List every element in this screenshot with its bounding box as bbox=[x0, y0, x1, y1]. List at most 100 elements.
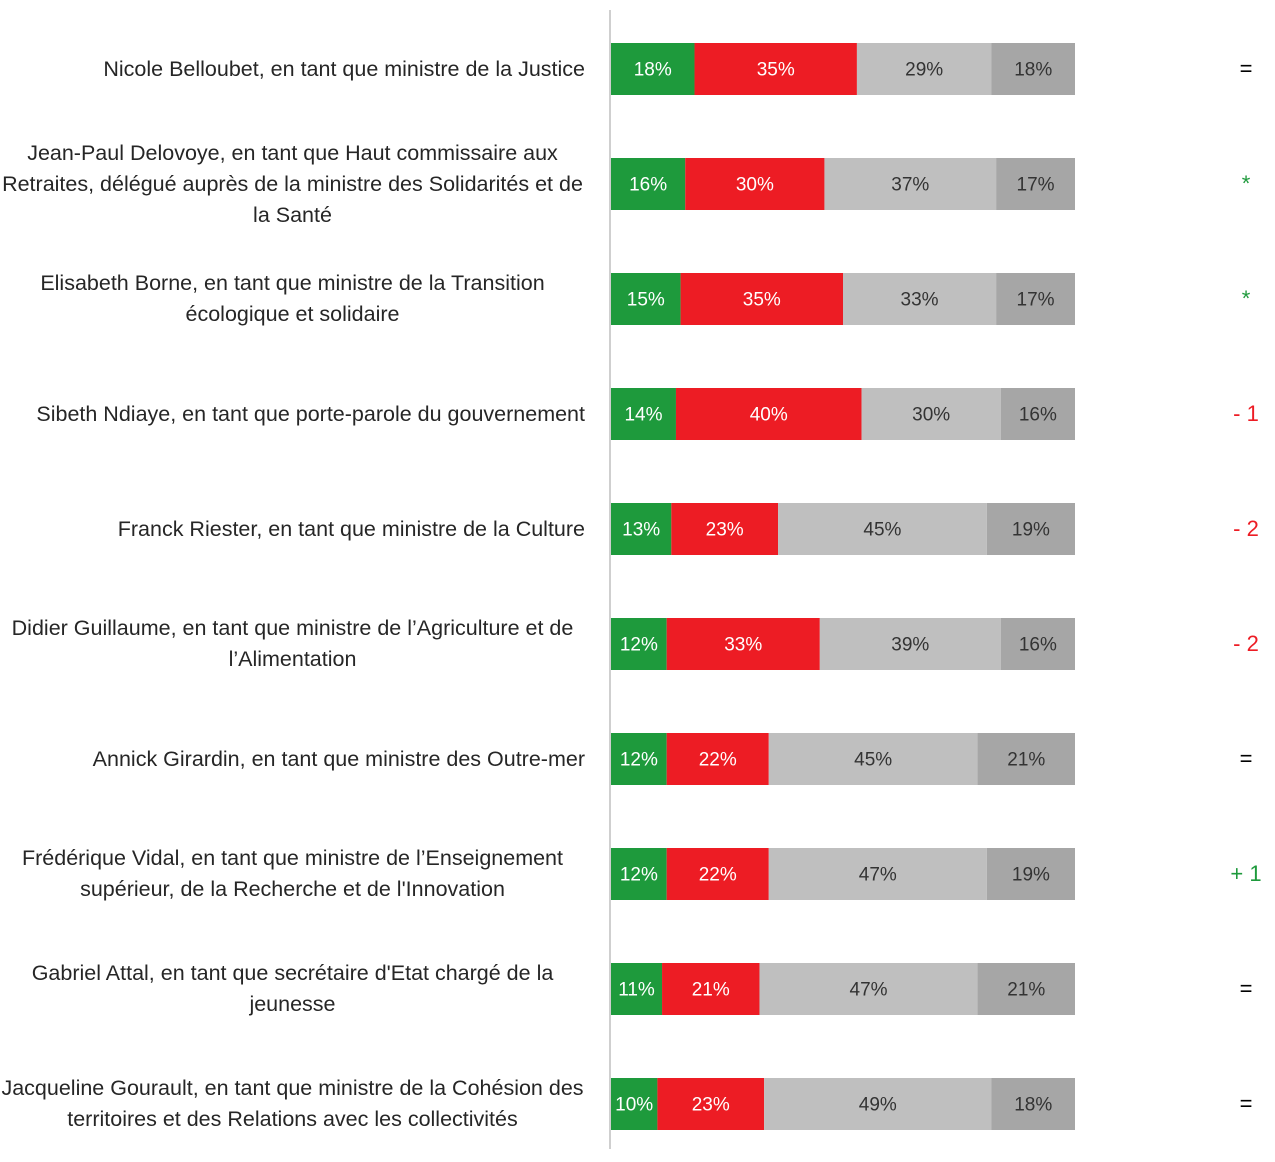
bar-segment bbox=[675, 388, 862, 440]
value-label: 45% bbox=[854, 750, 892, 771]
bar-segment bbox=[662, 963, 760, 1015]
value-label: 22% bbox=[699, 865, 737, 886]
value-label: 45% bbox=[863, 520, 901, 541]
bar-segment bbox=[1000, 618, 1075, 670]
category-label: Annick Girardin, en tant que ministre de… bbox=[92, 746, 585, 771]
category-label-box: Frédérique Vidal, en tant que ministre d… bbox=[0, 817, 585, 932]
category-label: Jacqueline Gourault, en tant que ministr… bbox=[1, 1076, 584, 1131]
category-label: Elisabeth Borne, en tant que ministre de… bbox=[40, 271, 545, 326]
value-label: 21% bbox=[1007, 980, 1045, 1001]
value-label: 12% bbox=[620, 635, 658, 656]
category-label-box: Jean-Paul Delovoye, en tant que Haut com… bbox=[0, 127, 585, 242]
value-label: 13% bbox=[622, 520, 660, 541]
value-label: 47% bbox=[859, 865, 897, 886]
value-label: 39% bbox=[891, 635, 929, 656]
bar-segment bbox=[759, 963, 978, 1015]
bar-segment bbox=[986, 848, 1075, 900]
bar-segment bbox=[977, 733, 1075, 785]
value-label: 14% bbox=[624, 405, 662, 426]
bar-segment bbox=[611, 963, 663, 1015]
bar-segment bbox=[666, 618, 820, 670]
value-label: 21% bbox=[692, 980, 730, 1001]
change-indicator: = bbox=[1239, 746, 1253, 771]
bar-segment bbox=[657, 1078, 765, 1130]
bar-segment bbox=[611, 1078, 658, 1130]
value-label: 33% bbox=[901, 290, 939, 311]
bar-segment bbox=[611, 503, 672, 555]
value-label: 11% bbox=[618, 980, 655, 1001]
bar-segment bbox=[764, 1078, 992, 1130]
value-label: 19% bbox=[1012, 865, 1050, 886]
value-label: 30% bbox=[912, 405, 950, 426]
change-indicator: * bbox=[1241, 286, 1251, 311]
bar-segment bbox=[611, 158, 686, 210]
bar-segment bbox=[685, 158, 825, 210]
category-label-box: Sibeth Ndiaye, en tant que porte-parole … bbox=[0, 357, 585, 472]
category-label-box: Didier Guillaume, en tant que ministre d… bbox=[0, 587, 585, 702]
category-label: Didier Guillaume, en tant que ministre d… bbox=[11, 616, 574, 671]
bar-segment bbox=[996, 273, 1075, 325]
value-label: 17% bbox=[1017, 290, 1055, 311]
bar-segment bbox=[611, 43, 695, 95]
value-label: 47% bbox=[850, 980, 888, 1001]
change-indicator: = bbox=[1239, 1091, 1253, 1116]
category-label-box: Gabriel Attal, en tant que secrétaire d'… bbox=[0, 932, 585, 1047]
bar-segment bbox=[824, 158, 997, 210]
category-label-box: Nicole Belloubet, en tant que ministre d… bbox=[0, 12, 585, 127]
bar-segment bbox=[768, 733, 978, 785]
change-indicator: = bbox=[1239, 976, 1253, 1001]
bar-segment bbox=[611, 273, 681, 325]
category-label: Sibeth Ndiaye, en tant que porte-parole … bbox=[36, 401, 585, 426]
change-indicator: * bbox=[1241, 171, 1251, 196]
bar-segment bbox=[991, 43, 1075, 95]
value-label: 18% bbox=[634, 60, 672, 81]
value-label: 22% bbox=[699, 750, 737, 771]
bar-segment bbox=[996, 158, 1075, 210]
value-label: 16% bbox=[1019, 635, 1057, 656]
value-label: 35% bbox=[743, 290, 781, 311]
bar-segment bbox=[986, 503, 1075, 555]
value-label: 40% bbox=[750, 405, 788, 426]
bar-segment bbox=[856, 43, 992, 95]
category-label: Frédérique Vidal, en tant que ministre d… bbox=[21, 846, 563, 901]
category-label-box: Franck Riester, en tant que ministre de … bbox=[0, 472, 585, 587]
value-label: 17% bbox=[1017, 175, 1055, 196]
value-label: 35% bbox=[757, 60, 795, 81]
value-label: 18% bbox=[1014, 60, 1052, 81]
bar-segment bbox=[1000, 388, 1075, 440]
bar-segment bbox=[843, 273, 997, 325]
bar-segment bbox=[671, 503, 779, 555]
value-label: 33% bbox=[724, 635, 762, 656]
bar-segment bbox=[611, 848, 667, 900]
category-label-box: Annick Girardin, en tant que ministre de… bbox=[0, 702, 585, 817]
value-label: 29% bbox=[905, 60, 943, 81]
category-label: Nicole Belloubet, en tant que ministre d… bbox=[103, 56, 585, 81]
change-indicator: = bbox=[1239, 56, 1253, 81]
value-label: 30% bbox=[736, 175, 774, 196]
value-label: 37% bbox=[891, 175, 929, 196]
change-indicator: + 1 bbox=[1230, 861, 1262, 886]
bar-segment bbox=[666, 848, 769, 900]
value-label: 23% bbox=[706, 520, 744, 541]
value-label: 49% bbox=[859, 1095, 897, 1116]
bar-segment bbox=[991, 1078, 1075, 1130]
change-indicator: - 2 bbox=[1233, 516, 1259, 541]
category-label: Franck Riester, en tant que ministre de … bbox=[117, 516, 585, 541]
bar-segment bbox=[977, 963, 1075, 1015]
bar-segment bbox=[694, 43, 857, 95]
value-label: 12% bbox=[620, 750, 658, 771]
value-label: 12% bbox=[620, 865, 658, 886]
bar-segment bbox=[611, 388, 676, 440]
value-label: 19% bbox=[1012, 520, 1050, 541]
category-label-box: Jacqueline Gourault, en tant que ministr… bbox=[0, 1047, 585, 1162]
value-label: 21% bbox=[1007, 750, 1045, 771]
category-label-box: Elisabeth Borne, en tant que ministre de… bbox=[0, 242, 585, 357]
bar-segment bbox=[861, 388, 1001, 440]
bar-segment bbox=[611, 618, 667, 670]
bar-segment bbox=[680, 273, 843, 325]
value-label: 16% bbox=[629, 175, 667, 196]
value-label: 10% bbox=[615, 1095, 653, 1116]
value-label: 16% bbox=[1019, 405, 1057, 426]
